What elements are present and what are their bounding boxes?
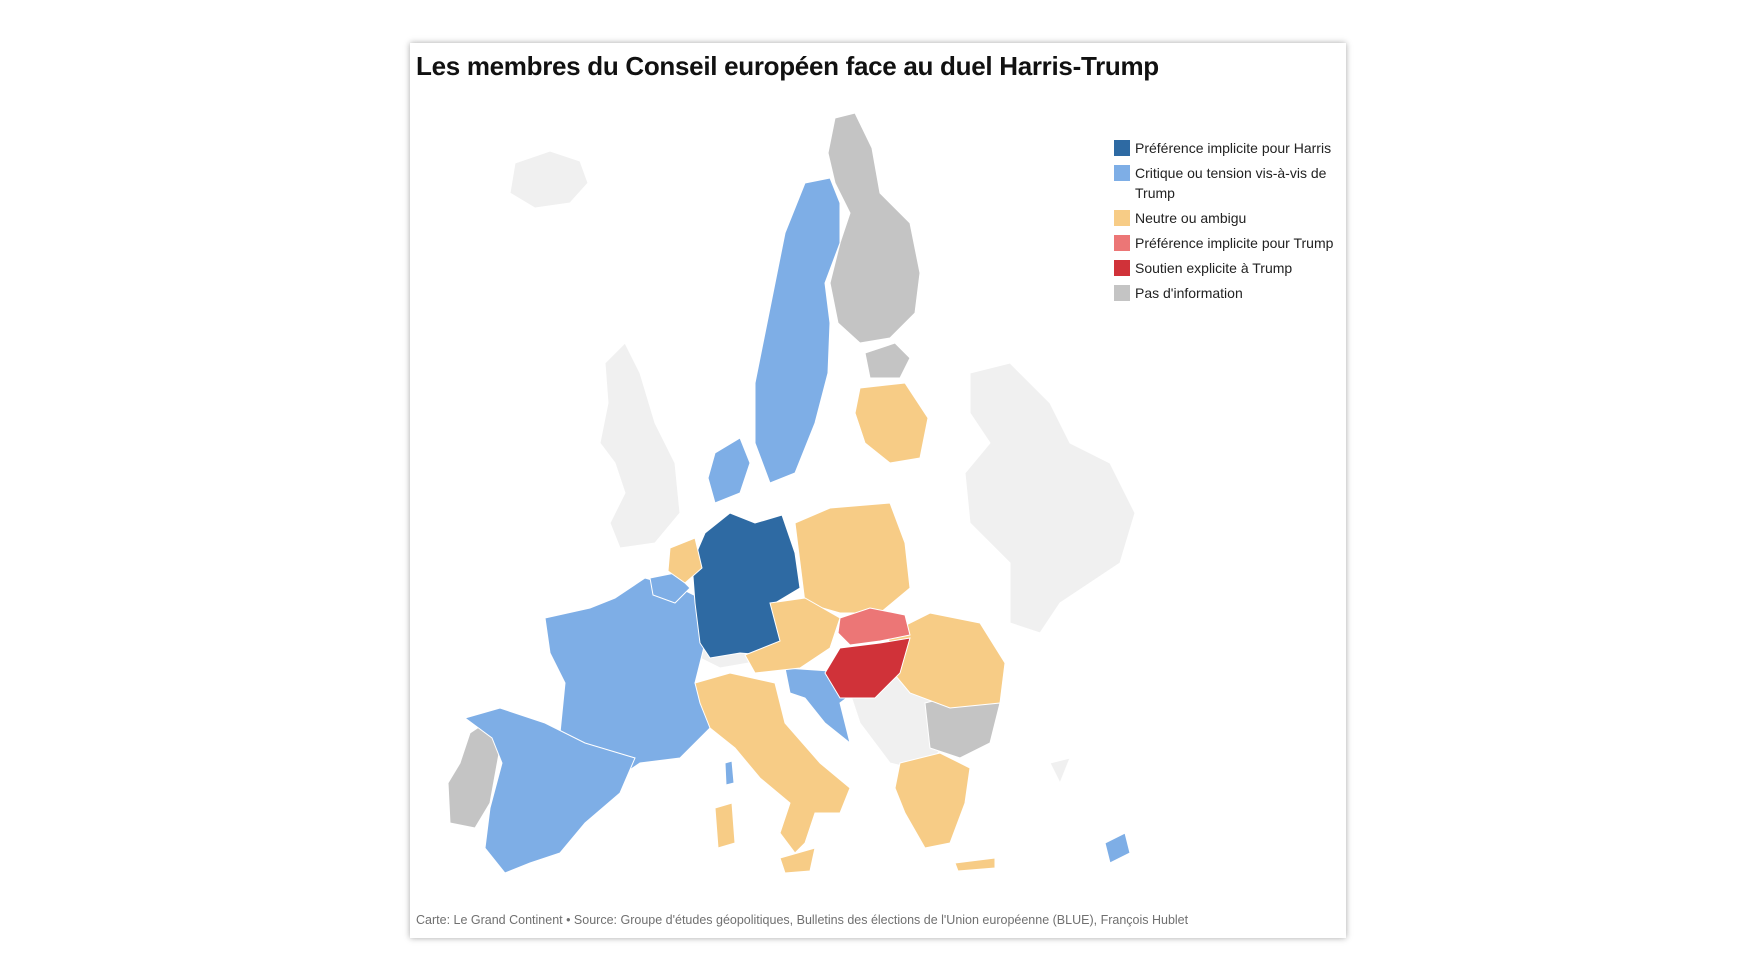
non-member-countries xyxy=(509,150,1136,785)
czechia-austria xyxy=(744,597,841,674)
sweden xyxy=(754,177,841,484)
turkey-area xyxy=(1049,757,1071,785)
malta-islands xyxy=(724,760,735,786)
legend-swatch xyxy=(1114,260,1130,276)
legend-item-neutral: Neutre ou ambigu xyxy=(1114,208,1339,228)
greece xyxy=(894,752,971,849)
europe-map xyxy=(447,112,1136,874)
neutral-countries xyxy=(667,382,1006,874)
legend-swatch xyxy=(1114,210,1130,226)
crete xyxy=(954,857,996,872)
cyprus xyxy=(1104,832,1131,864)
map-card: Les membres du Conseil européen face au … xyxy=(410,43,1346,938)
russia-ukraine-belarus xyxy=(964,362,1136,634)
legend-item-critical: Critique ou tension vis-à-vis de Trump xyxy=(1114,163,1339,203)
italy xyxy=(694,672,851,854)
sardinia xyxy=(714,802,736,849)
legend-label: Soutien explicite à Trump xyxy=(1135,260,1293,276)
trump-implicit-countries xyxy=(837,607,911,646)
legend-item-harris: Préférence implicite pour Harris xyxy=(1114,138,1339,158)
slovakia xyxy=(837,607,911,646)
legend-item-trump-implicit: Préférence implicite pour Trump xyxy=(1114,233,1339,253)
legend-swatch xyxy=(1114,285,1130,301)
source-footer: Carte: Le Grand Continent • Source: Grou… xyxy=(416,913,1189,927)
poland xyxy=(794,502,911,614)
legend-label: Préférence implicite pour Harris xyxy=(1135,140,1332,156)
belgium xyxy=(649,572,691,604)
iceland xyxy=(509,150,589,209)
legend-swatch xyxy=(1114,235,1130,251)
denmark xyxy=(707,437,751,504)
legend-item-trump-explicit: Soutien explicite à Trump xyxy=(1114,258,1339,278)
netherlands xyxy=(667,537,703,584)
map-title: Les membres du Conseil européen face au … xyxy=(416,51,1159,81)
legend: Préférence implicite pour Harris Critiqu… xyxy=(1114,138,1339,308)
sicily xyxy=(779,847,816,874)
legend-label: Critique ou tension vis-à-vis de Trump xyxy=(1135,165,1327,201)
latvia-lithuania xyxy=(854,382,929,464)
legend-item-no-info: Pas d'information xyxy=(1114,283,1339,303)
united-kingdom xyxy=(599,342,681,549)
finland xyxy=(827,112,921,344)
critical-countries xyxy=(463,177,1131,874)
spain xyxy=(463,707,636,874)
legend-label: Pas d'information xyxy=(1135,285,1243,301)
trump-explicit-countries xyxy=(824,637,911,699)
legend-swatch xyxy=(1114,165,1130,181)
legend-label: Neutre ou ambigu xyxy=(1135,210,1247,226)
legend-label: Préférence implicite pour Trump xyxy=(1135,235,1334,251)
legend-swatch xyxy=(1114,140,1130,156)
estonia xyxy=(864,342,911,379)
hungary xyxy=(824,637,911,699)
